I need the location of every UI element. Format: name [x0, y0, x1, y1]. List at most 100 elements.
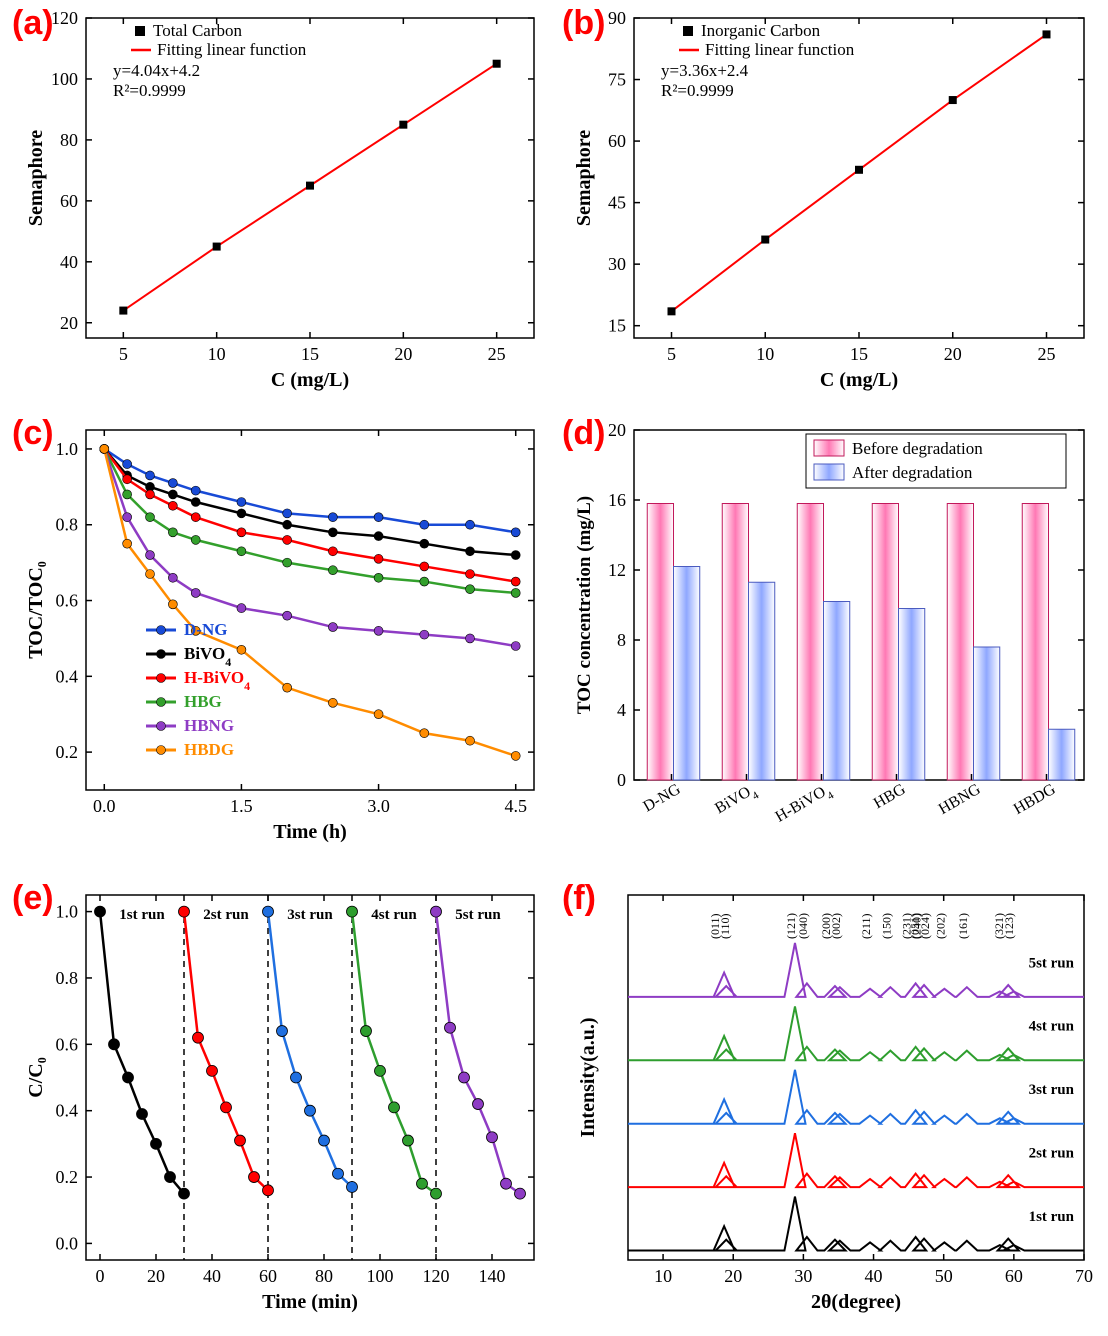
- svg-text:15: 15: [850, 344, 868, 364]
- svg-text:BiVO4: BiVO4: [712, 780, 761, 821]
- svg-text:0: 0: [617, 770, 626, 790]
- svg-text:H-BiVO4: H-BiVO4: [773, 780, 837, 830]
- svg-text:20: 20: [724, 1266, 742, 1286]
- panel: 510152025153045607590C (mg/L)SemaphoreIn…: [556, 0, 1104, 400]
- svg-text:5st run: 5st run: [455, 907, 501, 923]
- svg-text:100: 100: [51, 69, 78, 89]
- svg-text:TOC/TOC₀: TOC/TOC₀: [25, 561, 47, 659]
- svg-text:Fitting linear function: Fitting linear function: [705, 40, 855, 59]
- svg-text:0.4: 0.4: [56, 666, 79, 686]
- svg-text:120: 120: [51, 8, 78, 28]
- svg-text:1st run: 1st run: [119, 907, 165, 923]
- svg-text:R²=0.9999: R²=0.9999: [661, 81, 734, 100]
- panel-label: (a): [12, 4, 54, 43]
- svg-text:80: 80: [315, 1266, 333, 1286]
- svg-text:HBDG: HBDG: [1011, 781, 1059, 819]
- svg-text:70: 70: [1075, 1266, 1093, 1286]
- svg-text:4: 4: [617, 700, 626, 720]
- svg-text:15: 15: [608, 316, 626, 336]
- svg-text:25: 25: [488, 344, 506, 364]
- svg-text:0.2: 0.2: [56, 742, 79, 762]
- svg-text:0.4: 0.4: [56, 1101, 79, 1121]
- svg-text:2θ(degree): 2θ(degree): [811, 1291, 901, 1313]
- svg-text:90: 90: [608, 8, 626, 28]
- panel: 0204060801001201400.00.20.40.60.81.0Time…: [6, 875, 554, 1330]
- svg-text:4st run: 4st run: [1029, 1019, 1075, 1035]
- svg-text:H-BiVO4: H-BiVO4: [184, 668, 250, 693]
- svg-text:C/C₀: C/C₀: [25, 1057, 47, 1097]
- svg-text:(123): (123): [1002, 913, 1016, 939]
- panel-label: (d): [562, 414, 605, 453]
- svg-text:1.5: 1.5: [230, 796, 253, 816]
- svg-text:4.5: 4.5: [504, 796, 527, 816]
- svg-text:3st run: 3st run: [1029, 1082, 1075, 1098]
- svg-text:HBDG: HBDG: [184, 740, 234, 759]
- svg-text:0.8: 0.8: [56, 968, 79, 988]
- svg-text:y=3.36x+2.4: y=3.36x+2.4: [661, 61, 749, 80]
- svg-text:(161): (161): [956, 913, 970, 939]
- svg-text:(150): (150): [879, 913, 893, 939]
- svg-text:Time (h): Time (h): [273, 821, 347, 843]
- panel-label: (c): [12, 414, 54, 453]
- panel: 0.0 1.5 3.0 4.5 0.2 0.4 0.6 0.8 1.0 Time (h) TOC/T…: [6, 410, 554, 860]
- svg-text:Fitting linear function: Fitting linear function: [157, 40, 307, 59]
- svg-text:y=4.04x+4.2: y=4.04x+4.2: [113, 61, 200, 80]
- svg-text:12: 12: [608, 560, 626, 580]
- svg-text:C (mg/L): C (mg/L): [271, 369, 349, 391]
- svg-text:10: 10: [208, 344, 226, 364]
- svg-text:0.6: 0.6: [56, 1034, 79, 1054]
- svg-text:20: 20: [147, 1266, 165, 1286]
- svg-text:1.0: 1.0: [56, 439, 79, 459]
- svg-text:(110): (110): [718, 913, 732, 939]
- svg-text:5: 5: [119, 344, 128, 364]
- svg-text:2st run: 2st run: [203, 907, 249, 923]
- svg-text:3.0: 3.0: [367, 796, 390, 816]
- svg-text:2st run: 2st run: [1029, 1145, 1075, 1161]
- svg-text:0.0: 0.0: [93, 796, 116, 816]
- svg-text:60: 60: [608, 131, 626, 151]
- svg-text:4st run: 4st run: [371, 907, 417, 923]
- panel-label: (b): [562, 4, 605, 43]
- svg-text:120: 120: [423, 1266, 450, 1286]
- svg-text:(040): (040): [796, 913, 810, 939]
- svg-text:100: 100: [367, 1266, 394, 1286]
- svg-text:C (mg/L): C (mg/L): [820, 369, 898, 391]
- svg-text:30: 30: [608, 254, 626, 274]
- svg-text:0.8: 0.8: [56, 515, 79, 535]
- svg-text:HBG: HBG: [871, 781, 909, 813]
- svg-text:3st run: 3st run: [287, 907, 333, 923]
- svg-text:80: 80: [60, 130, 78, 150]
- svg-text:40: 40: [203, 1266, 221, 1286]
- svg-text:D-NG: D-NG: [184, 620, 227, 639]
- svg-text:20: 20: [394, 344, 412, 364]
- svg-text:0: 0: [96, 1266, 105, 1286]
- svg-text:After degradation: After degradation: [852, 463, 973, 482]
- svg-text:60: 60: [259, 1266, 277, 1286]
- svg-text:40: 40: [865, 1266, 883, 1286]
- panel: 102030405060702θ(degree)Intensity(a.u.)1…: [556, 875, 1104, 1330]
- svg-text:10: 10: [654, 1266, 672, 1286]
- svg-text:HBG: HBG: [184, 692, 222, 711]
- svg-text:16: 16: [608, 490, 626, 510]
- svg-text:0.6: 0.6: [56, 591, 79, 611]
- svg-text:20: 20: [608, 420, 626, 440]
- svg-text:140: 140: [479, 1266, 506, 1286]
- panel: 048121620D-NGBiVO4H-BiVO4HBGHBNGHBDGTOC …: [556, 410, 1104, 860]
- svg-text:D-NG: D-NG: [640, 781, 684, 816]
- svg-text:R²=0.9999: R²=0.9999: [113, 81, 186, 100]
- svg-text:BiVO4: BiVO4: [184, 644, 231, 669]
- svg-text:HBNG: HBNG: [184, 716, 234, 735]
- svg-text:1st run: 1st run: [1029, 1209, 1075, 1225]
- svg-text:(002): (002): [829, 913, 843, 939]
- svg-text:TOC concentration (mg/L): TOC concentration (mg/L): [574, 496, 595, 714]
- svg-text:15: 15: [301, 344, 319, 364]
- svg-text:50: 50: [935, 1266, 953, 1286]
- svg-text:0.0: 0.0: [56, 1233, 79, 1253]
- svg-text:Total Carbon: Total Carbon: [153, 21, 242, 40]
- panel-label: (e): [12, 879, 54, 918]
- svg-text:(211): (211): [859, 913, 873, 939]
- svg-text:Before degradation: Before degradation: [852, 439, 983, 458]
- svg-text:Inorganic Carbon: Inorganic Carbon: [701, 21, 821, 40]
- svg-text:60: 60: [60, 191, 78, 211]
- panel: 51015202520406080100120C (mg/L)Semaphore…: [6, 0, 554, 400]
